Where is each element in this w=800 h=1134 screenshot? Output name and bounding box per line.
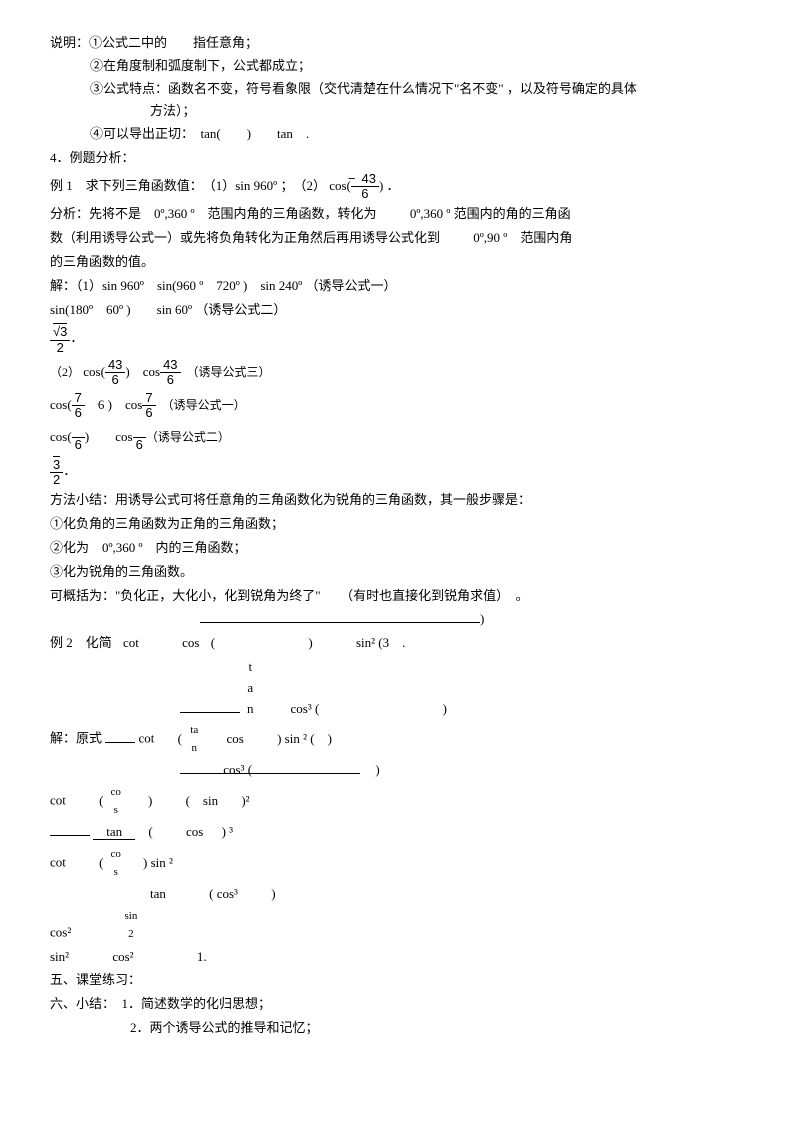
p2l3-note: （诱导公式二） [146, 430, 230, 444]
p2-mid: ) cos [125, 364, 160, 379]
p2-f2d: 6 [160, 373, 180, 387]
explain-2: ②在角度制和弧度制下，公式都成立； [90, 56, 750, 77]
ex2-cos: cos [182, 635, 199, 650]
ex2-sol-l8: sin² cos² 1. [50, 947, 750, 968]
sqrt3-num: √3 [53, 323, 67, 339]
ex1-sol-1: 解：（1）sin 960º sin(960 º 720º ) sin 240º … [50, 276, 750, 297]
p2l2-note: （诱导公式一） [156, 397, 246, 411]
p2l3-mid: ) cos [85, 429, 133, 444]
ex1-analysis-3: 的三角函数的值。 [50, 252, 750, 273]
ex2-l3-cot: cot [50, 793, 66, 808]
p2-lead: （2） [50, 365, 80, 379]
ex1-sol-2: sin(180º 60º ) sin 60º （诱导公式二） [50, 300, 750, 321]
ex2-sol-cos: cos [227, 731, 244, 746]
section-4-title: 4．例题分析： [50, 148, 750, 169]
p2l2-mid: 6 ) cos [85, 396, 142, 411]
p2l2-n: 7 [72, 391, 85, 406]
ex1-part2-line1: （2） cos(436) cos436 （诱导公式三） [50, 358, 750, 388]
p2l2-d: 6 [72, 406, 85, 420]
method-s3: ③化为锐角的三角函数。 [50, 562, 750, 583]
ex1-title: 例 1 求下列三角函数值： （1）sin 960º ； （2） [50, 178, 326, 193]
ex2-sol-cos3: cos³ ( [223, 762, 252, 777]
p2-note1: （诱导公式三） [181, 365, 271, 379]
ex2-title-line: 例 2 化简 cot cos ( ) sin² (3 . [50, 633, 750, 654]
ex1-cos-expr: cos(−436) ． [329, 178, 399, 193]
explain-3c: 方法）； [150, 101, 750, 122]
section-6a: 六、小结： 1．简述数学的化归思想； [50, 994, 750, 1015]
ex1-part2-line2: cos(76 6 ) cos76 （诱导公式一） [50, 391, 750, 421]
ex2-sol-l4: tan ( cos ) ³ [50, 822, 750, 843]
ex1-sol-3: √3 2． [50, 323, 750, 355]
ex2-sol-l3: cot ( cos ) ( sin )² [50, 784, 750, 819]
ex1-part2-result: 32． [50, 456, 750, 488]
p2l3-d: 6 [72, 438, 85, 452]
ex1-analysis-2a: 数（利用诱导公式一）或先将负角转化为正角然后再用诱导公式化到 [50, 230, 440, 245]
ex2-cossq: cos² [50, 925, 71, 940]
ex1-analysis-1b: 0º,360 º 范围内的角的三角函 [410, 206, 571, 221]
p2l2-cos: cos( [50, 396, 72, 411]
ex1-analysis-1a: 分析：先将不是 0º,360 º 范围内角的三角函数，转化为 [50, 206, 377, 221]
section-5: 五、课堂练习： [50, 970, 750, 991]
ex2-cot: cot [123, 635, 139, 650]
dot: ． [70, 330, 83, 345]
p2-f1d: 6 [105, 373, 125, 387]
frac-den: 6 [351, 187, 379, 201]
explain-3a: ③公式特点：函数名不变，符号看象限（交代清楚在什么情况下"名不变" [90, 81, 504, 96]
p2-f2n: 43 [160, 358, 180, 373]
ex2-sol-lead: 解：原式 [50, 731, 102, 746]
half-den: 2 [50, 341, 70, 355]
method-s1: ①化负角的三角函数为正角的三角函数； [50, 514, 750, 535]
explain-4: ④可以导出正切： tan( ) tan . [90, 124, 750, 145]
ex2-sol-l5: cot ( cos ) sin ² [50, 846, 750, 881]
ex2-sol-line: 解：原式 cot ( tan cos ) sin ² ( ) [50, 722, 750, 757]
method-sum: 可概括为："负化正，大化小，化到锐角为终了" （有时也直接化到锐角求值） 。 [50, 586, 750, 607]
ex2-cossq2: cos² [112, 949, 133, 964]
ex2-cos3: cos³ ( [291, 701, 320, 716]
ex2-sol-l7: cos² sin2 [50, 908, 750, 943]
cos-close: ) ． [379, 178, 400, 193]
p2l3-d2: 6 [133, 438, 146, 452]
p2-cos-open: cos( [83, 364, 105, 379]
p2l3-cos: cos( [50, 429, 72, 444]
explain-3b: ，以及符号确定的具体 [507, 81, 637, 96]
ex2-sol-cot: cot [139, 731, 155, 746]
method-lead: 方法小结：用诱导公式可将任意角的三角函数化为锐角的三角函数，其一般步骤是： [50, 490, 750, 511]
p2l2-d2: 6 [142, 406, 155, 420]
ex2-sin2: sin² (3 [356, 635, 389, 650]
method-s2: ②化为 0º,360 º 内的三角函数； [50, 538, 750, 559]
ex1-analysis-2b: 0º,90 º 范围内角 [473, 230, 572, 245]
ex2-line0: ) [200, 609, 750, 630]
p2-f1n: 43 [105, 358, 125, 373]
ex2-l5-cot: cot [50, 855, 66, 870]
section-6b: 2．两个诱导公式的推导和记忆； [130, 1018, 750, 1039]
p2l2-n2: 7 [142, 391, 155, 406]
ex2-sinsq: sin² [50, 949, 69, 964]
ex1-part2-line3: cos( 6) cos 6（诱导公式二） [50, 423, 750, 453]
explain-1: 说明：①公式二中的 指任意角； [50, 33, 750, 54]
ex2-title: 例 2 化简 [50, 635, 112, 650]
ex2-sol-l6: tan ( cos³ ) [150, 884, 750, 905]
ex2-sol-l2: cos³ ( ) [180, 760, 750, 781]
frac-num: 43 [361, 171, 375, 186]
ex2-line2: tan cos³ ( ) [180, 657, 750, 719]
ex2-one: 1. [197, 949, 207, 964]
